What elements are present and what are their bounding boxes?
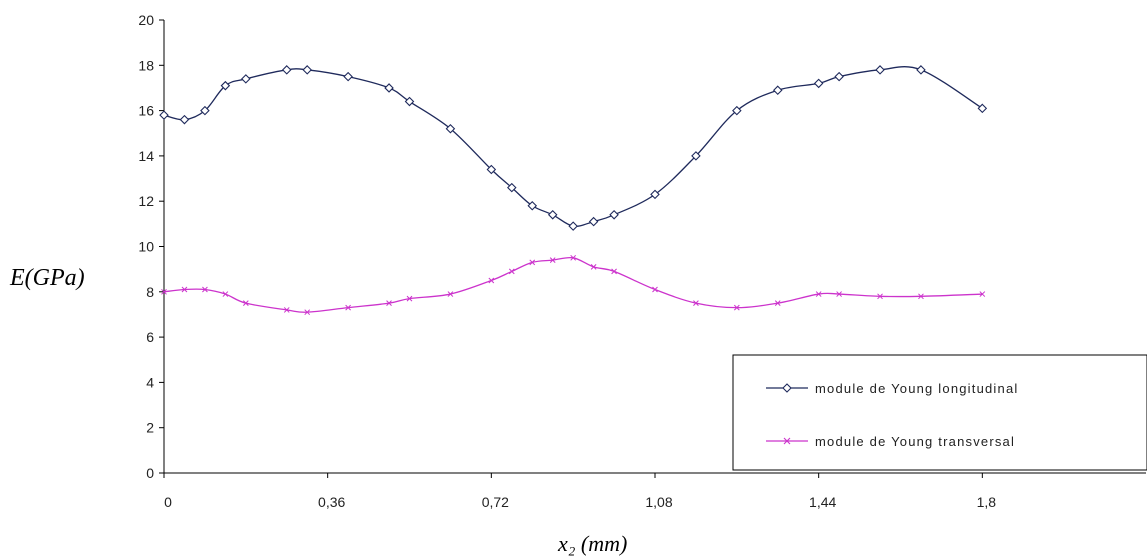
data-point [916,65,926,75]
data-point [343,71,353,82]
data-point [977,103,988,114]
data-point [281,65,292,75]
series-line [163,66,983,227]
data-point [611,268,617,275]
legend-box [732,354,1147,471]
y-tick-label: 12 [138,193,154,209]
data-point [529,259,536,266]
legend-marker-longitudinal [782,383,792,393]
data-point [774,300,781,306]
y-tick-label: 2 [146,420,154,436]
data-point [527,200,538,211]
data-point [918,293,924,300]
data-point [159,110,169,120]
legend-label-transversal: module de Young transversal [815,434,1015,449]
data-point [508,268,515,275]
data-point [834,71,844,82]
y-tick-label: 10 [138,239,154,255]
data-point [488,277,495,284]
series-transversal [161,254,986,316]
data-point [547,210,558,220]
data-point [386,300,392,306]
data-point [404,96,415,107]
x-tick-label: 0 [164,494,172,510]
legend-marker-transversal [783,437,791,445]
x-tick-label: 0,72 [482,494,509,510]
data-point [691,151,701,161]
data-point [507,182,517,193]
x-axis-title: x₂ (mm) [557,531,627,556]
data-point [220,80,231,91]
data-point [242,300,249,306]
data-point [650,189,660,200]
data-point [549,257,556,263]
x-tick-labels: 0 0,36 0,72 1,08 1,44 1,8 [164,494,996,510]
data-point [241,74,251,84]
series-line [163,256,983,313]
data-point [877,293,883,300]
data-point [222,291,229,297]
data-point [406,295,413,302]
x-tick-label: 0,36 [318,494,345,510]
data-point [979,291,986,297]
data-point [179,114,190,125]
data-point [693,300,699,306]
y-tick-label: 16 [138,103,154,119]
data-point [447,291,454,297]
data-point [732,105,742,116]
data-point [772,85,783,95]
data-point [588,216,599,227]
data-point [836,291,842,297]
legend: module de Young longitudinal module de Y… [732,354,1147,471]
x-tick-label: 1,8 [977,494,997,510]
data-point [345,304,351,311]
data-point [590,264,597,270]
data-point [202,286,208,293]
data-point [813,78,824,89]
series-longitudinal [159,65,988,231]
data-point [815,291,822,297]
y-tick-label: 6 [146,329,154,345]
x-tick-label: 1,08 [645,494,672,510]
y-tick-label: 8 [146,284,154,300]
legend-label-longitudinal: module de Young longitudinal [815,381,1018,396]
data-point [445,123,456,134]
data-point [161,288,167,295]
data-point [181,286,188,293]
x-tick-label: 1,44 [809,494,836,510]
series-layer [159,65,988,316]
y-tick-label: 14 [138,148,154,164]
data-point [283,307,290,313]
y-axis-title: E(GPa) [9,265,85,291]
data-point [609,210,619,220]
data-point [384,83,394,93]
data-point [875,65,885,75]
y-tick-label: 20 [138,12,154,28]
y-tick-labels: 0 2 4 6 8 10 12 14 16 18 20 [138,12,154,481]
data-point [570,254,577,261]
data-point [302,65,312,75]
data-point [304,309,311,316]
data-point [568,221,578,231]
axes [159,19,1146,478]
data-point [733,304,740,311]
data-point [652,286,658,293]
y-tick-label: 18 [138,57,154,73]
y-tick-label: 0 [146,465,154,481]
data-point [486,164,497,175]
y-tick-label: 4 [146,374,154,390]
data-point [200,105,210,116]
